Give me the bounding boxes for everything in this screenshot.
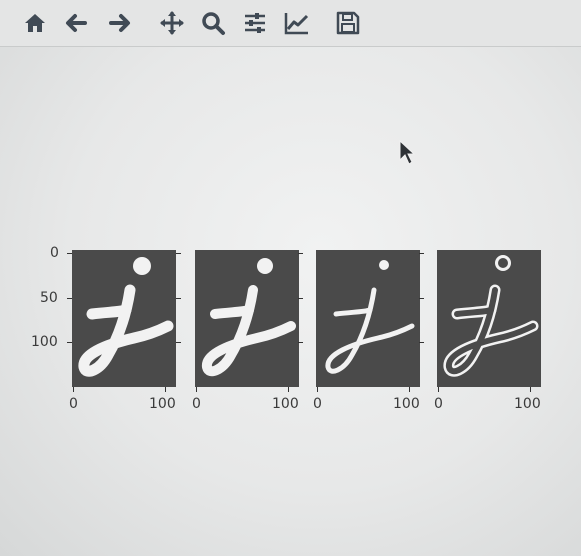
image-panel-3 [316,250,420,387]
letter-j-image-thin [316,250,420,387]
y-tick-mark [298,342,303,343]
y-tick-mark [419,342,424,343]
y-tick-mark [176,298,181,299]
image-panel-2 [195,250,299,387]
x-tick-label: 0 [313,396,322,412]
x-tick-label: 0 [434,396,443,412]
image-panel-4 [437,250,541,387]
image-panel-1 [72,250,176,387]
configure-subplots-icon [245,13,265,33]
x-tick-mark [165,387,166,392]
zoom-button[interactable] [199,9,227,37]
y-tick-mark [298,253,303,254]
x-tick-mark [288,387,289,392]
pan-icon [160,11,184,35]
x-tick-label: 100 [393,396,420,412]
home-icon [25,14,45,32]
x-tick-label: 0 [69,396,78,412]
y-tick-mark [176,342,181,343]
save-icon [336,11,360,35]
y-tick-mark [419,253,424,254]
edit-axes-button[interactable] [283,9,311,37]
back-button[interactable] [62,9,90,37]
x-tick-label: 100 [514,396,541,412]
pan-button[interactable] [158,9,186,37]
y-tick-label: 50 [40,290,58,306]
y-tick-mark [298,298,303,299]
y-tick-label: 0 [50,245,59,261]
home-button[interactable] [21,9,49,37]
letter-j-image-thick [72,250,176,387]
forward-button[interactable] [106,9,134,37]
forward-arrow-icon [109,14,130,32]
x-tick-label: 100 [272,396,299,412]
x-tick-label: 100 [149,396,176,412]
edit-axes-icon [284,13,309,35]
y-tick-mark [419,298,424,299]
x-tick-mark [196,387,197,392]
configure-subplots-button[interactable] [241,9,269,37]
letter-j-image-thick-2 [195,250,299,387]
y-tick-mark [67,342,72,343]
x-tick-mark [409,387,410,392]
x-tick-mark [317,387,318,392]
y-tick-mark [176,253,181,254]
y-tick-mark [67,253,72,254]
x-tick-mark [73,387,74,392]
mouse-cursor-icon [399,140,415,165]
y-tick-mark [67,298,72,299]
navigation-toolbar [0,0,581,47]
zoom-icon [202,12,225,35]
y-tick-label: 100 [31,334,58,350]
x-tick-label: 0 [192,396,201,412]
x-tick-mark [438,387,439,392]
x-tick-mark [530,387,531,392]
letter-j-image-outline [437,250,541,387]
save-button[interactable] [334,9,362,37]
back-arrow-icon [66,14,87,32]
